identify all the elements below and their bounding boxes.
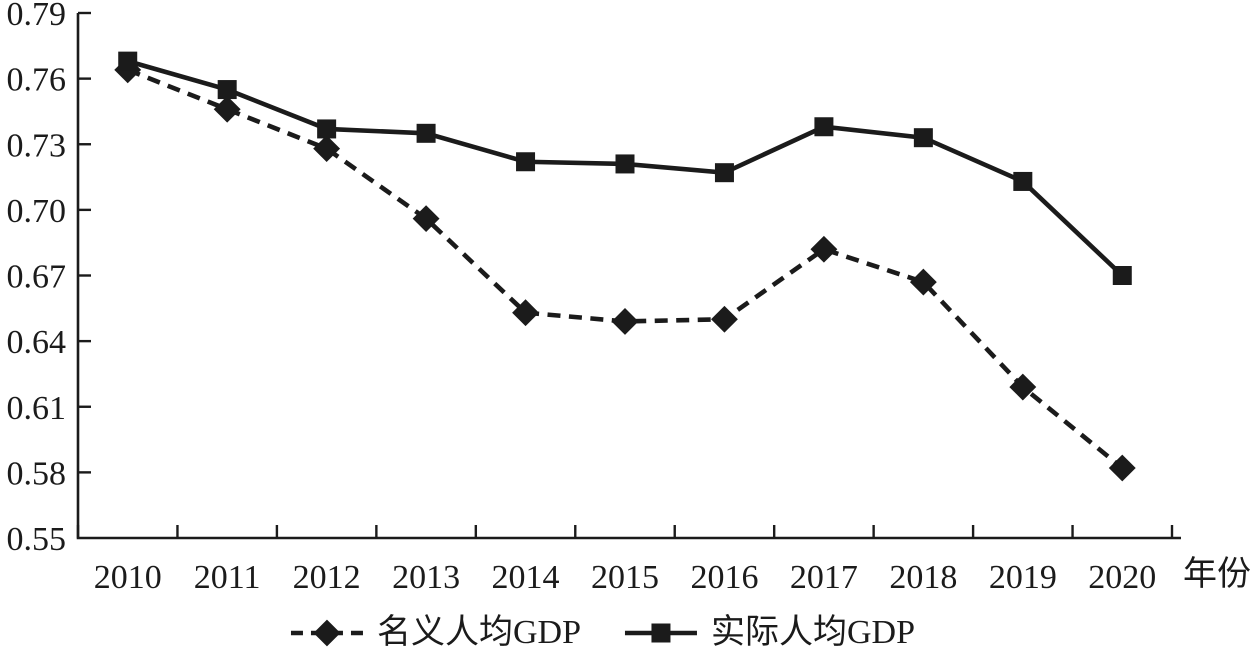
x-tick-label: 2016	[690, 559, 758, 596]
y-tick-label: 0.76	[7, 62, 67, 99]
legend-label-nominal-gdp: 名义人均GDP	[376, 614, 581, 651]
x-tick-label: 2011	[194, 559, 261, 596]
data-point-diamond	[711, 305, 738, 333]
data-point-square	[814, 117, 834, 137]
x-tick-label: 2015	[591, 559, 659, 596]
y-tick-label: 0.70	[7, 193, 67, 230]
data-point-square	[516, 152, 536, 172]
data-point-square	[913, 128, 933, 148]
data-point-diamond	[213, 95, 241, 123]
data-point-square	[118, 51, 138, 71]
x-tick-label: 2020	[1088, 559, 1156, 596]
x-tick-label: 2013	[392, 559, 460, 596]
y-tick-label: 0.61	[7, 390, 67, 427]
x-tick-label: 2012	[293, 559, 361, 596]
x-tick-label: 2017	[790, 559, 858, 596]
y-tick-label: 0.55	[7, 521, 67, 558]
x-tick-label: 2010	[94, 559, 162, 596]
x-tick-label: 2014	[492, 559, 560, 596]
x-tick-label: 2018	[889, 559, 957, 596]
data-point-square	[1013, 171, 1033, 191]
data-point-square	[1112, 266, 1132, 285]
y-tick-label: 0.79	[7, 0, 67, 33]
data-point-square	[217, 80, 237, 100]
solid-line-square-icon	[625, 623, 697, 643]
y-tick-label: 0.64	[7, 324, 67, 361]
y-tick-label: 0.67	[7, 259, 67, 296]
legend-item-nominal-gdp: 名义人均GDP	[289, 615, 581, 651]
data-point-square	[615, 154, 635, 174]
chart-legend: 名义人均GDP 实际人均GDP	[289, 615, 915, 651]
dashed-line-diamond-icon	[290, 619, 363, 647]
x-tick-label: 2019	[989, 559, 1057, 596]
data-point-square	[714, 163, 734, 183]
data-point-square	[416, 123, 436, 143]
x-axis-title: 年份	[1183, 556, 1251, 593]
axis-frame	[76, 13, 1181, 540]
y-tick-label: 0.73	[7, 127, 67, 164]
data-point-diamond	[611, 308, 639, 335]
legend-label-real-gdp: 实际人均GDP	[711, 614, 916, 651]
data-point-diamond	[1108, 454, 1136, 482]
y-tick-label: 0.58	[7, 455, 67, 492]
series-line-0	[126, 67, 1124, 470]
legend-item-real-gdp: 实际人均GDP	[623, 615, 915, 651]
data-point-square	[317, 119, 337, 139]
